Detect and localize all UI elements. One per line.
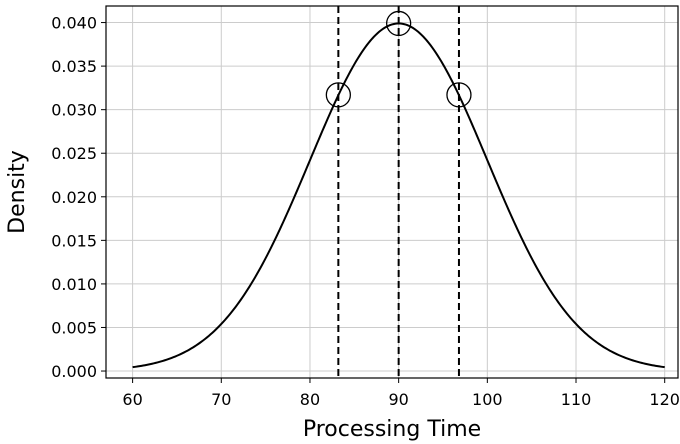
y-tick-label: 0.030 xyxy=(51,101,97,120)
markers xyxy=(325,10,472,108)
y-tick-label: 0.010 xyxy=(51,275,97,294)
y-tick-label: 0.025 xyxy=(51,144,97,163)
x-tick-label: 120 xyxy=(649,390,680,409)
grid xyxy=(106,6,678,378)
x-tick-label: 60 xyxy=(122,390,142,409)
x-tick-label: 100 xyxy=(472,390,503,409)
y-axis-label: Density xyxy=(5,150,30,234)
reference-lines xyxy=(337,6,460,378)
x-axis-label: Processing Time xyxy=(303,417,481,442)
open-circle-marker xyxy=(446,82,472,108)
open-circle-marker xyxy=(325,82,351,108)
y-axis-ticks: 0.000 0.005 0.010 0.015 0.020 0.025 0.030 0.035… xyxy=(51,14,106,381)
x-tick-label: 90 xyxy=(388,390,408,409)
y-tick-label: 0.020 xyxy=(51,188,97,207)
x-tick-label: 70 xyxy=(211,390,231,409)
plot-frame xyxy=(105,5,679,379)
x-tick-label: 80 xyxy=(300,390,320,409)
y-tick-label: 0.000 xyxy=(51,362,97,381)
y-tick-label: 0.040 xyxy=(51,14,97,33)
y-tick-label: 0.015 xyxy=(51,231,97,250)
y-tick-label: 0.005 xyxy=(51,318,97,337)
x-tick-label: 110 xyxy=(561,390,592,409)
open-circle-marker xyxy=(386,10,412,37)
x-axis-ticks: 60 70 80 90 100 110 120 xyxy=(122,378,680,409)
y-tick-label: 0.035 xyxy=(51,57,97,76)
